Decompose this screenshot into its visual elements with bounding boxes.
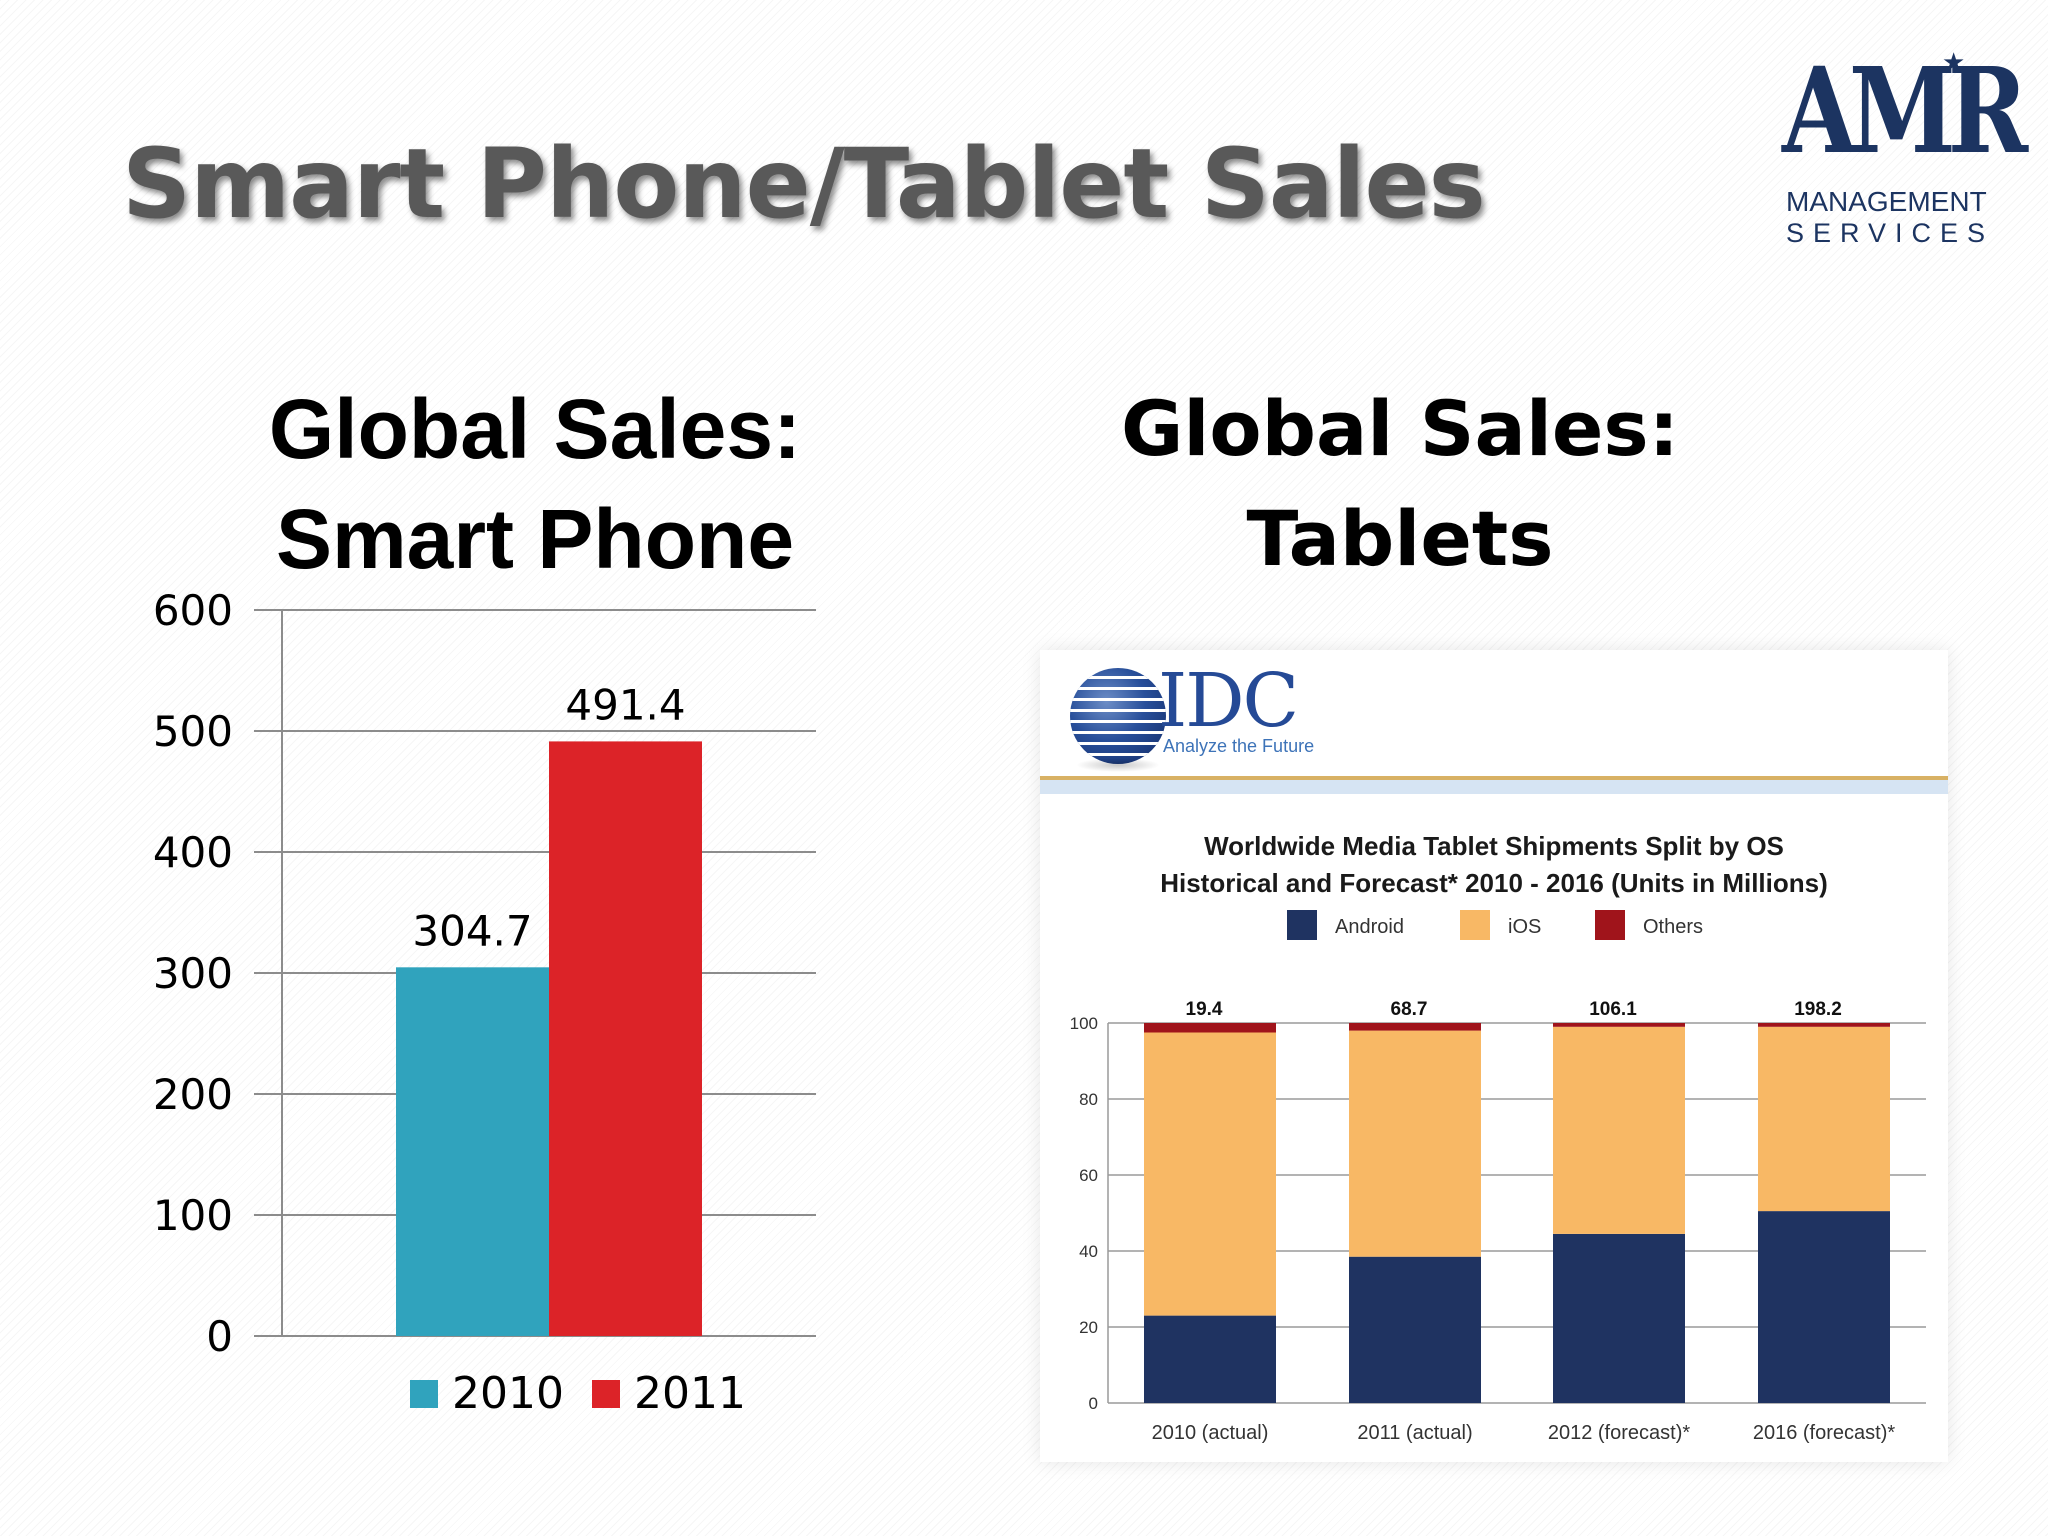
legend-label: 2011 xyxy=(634,1368,746,1419)
logo-line1: MANAGEMENT xyxy=(1786,186,1987,217)
x-tick-label: 2010 (actual) xyxy=(1152,1422,1269,1444)
amr-logo: AMR ★ MANAGEMENT SERVICES xyxy=(1782,41,2028,252)
data-label: 304.7 xyxy=(412,906,532,955)
x-tick-label: 2012 (forecast)* xyxy=(1548,1422,1691,1444)
idc-divider-gold xyxy=(1040,776,1948,780)
tablet-heading-line1: Global Sales: xyxy=(1120,384,1680,473)
legend-swatch-2011 xyxy=(592,1380,620,1408)
idc-wordmark: IDC xyxy=(1158,658,1299,744)
bar-segment-ios xyxy=(1553,1026,1685,1234)
bar-segment-others xyxy=(1144,1023,1276,1033)
bar-segment-android xyxy=(1349,1256,1481,1403)
y-tick-label: 80 xyxy=(1079,1090,1098,1109)
legend-swatch-android xyxy=(1287,910,1317,940)
smartphone-sales-chart: 0 100 200 300 400 500 600 304.7 491.4 2010 2011 xyxy=(153,586,816,1419)
bar-segment-android xyxy=(1553,1233,1685,1403)
bar-total-label: 198.2 xyxy=(1794,999,1842,1020)
y-tick-label: 60 xyxy=(1079,1166,1098,1185)
bar-segment-others xyxy=(1349,1023,1481,1031)
y-tick-label: 200 xyxy=(153,1070,233,1119)
y-tick-label: 100 xyxy=(1070,1014,1098,1033)
logo-star-icon: ★ xyxy=(1942,48,1966,78)
y-tick-label: 40 xyxy=(1079,1242,1098,1261)
y-tick-label: 500 xyxy=(153,707,233,756)
legend-label: 2010 xyxy=(452,1368,564,1419)
bar-segment-ios xyxy=(1144,1032,1276,1316)
bar-segment-others xyxy=(1758,1023,1890,1027)
idc-globe-icon xyxy=(1070,668,1166,764)
idc-chart-card: IDC Analyze the Future Worldwide Media T… xyxy=(1040,650,1948,1462)
legend-label: iOS xyxy=(1508,916,1541,938)
idc-chart-title: Worldwide Media Tablet Shipments Split b… xyxy=(1204,831,1784,861)
bar-total-label: 106.1 xyxy=(1589,999,1637,1020)
y-tick-label: 400 xyxy=(153,828,233,877)
bar-2010 xyxy=(396,967,549,1336)
bar-segment-android xyxy=(1758,1211,1890,1403)
data-label: 491.4 xyxy=(565,680,685,729)
y-tick-label: 300 xyxy=(153,949,233,998)
legend-label: Android xyxy=(1335,916,1404,938)
idc-divider-blue xyxy=(1040,780,1948,794)
y-tick-label: 600 xyxy=(153,586,233,635)
idc-chart-subtitle: Historical and Forecast* 2010 - 2016 (Un… xyxy=(1160,868,1828,898)
bar-segment-ios xyxy=(1349,1030,1481,1257)
bar-2011 xyxy=(549,741,702,1336)
bar-total-label: 68.7 xyxy=(1391,999,1428,1020)
tablet-shipments-chart: Worldwide Media Tablet Shipments Split b… xyxy=(1070,831,1926,1444)
tablet-heading-line2: Tablets xyxy=(1246,494,1554,583)
y-tick-label: 0 xyxy=(1089,1394,1098,1413)
bar-total-label: 19.4 xyxy=(1186,999,1223,1020)
legend-swatch-others xyxy=(1595,910,1625,940)
logo-wordmark: AMR xyxy=(1782,41,2028,180)
tablet-heading: Global Sales: Tablets xyxy=(1100,374,1700,594)
idc-tagline: Analyze the Future xyxy=(1163,736,1315,756)
y-tick-label: 20 xyxy=(1079,1318,1098,1337)
slide-title: Smart Phone/Tablet Sales xyxy=(122,128,1486,240)
x-tick-label: 2016 (forecast)* xyxy=(1753,1422,1896,1444)
smartphone-heading-line2: Smart Phone xyxy=(275,492,795,586)
logo-line2: SERVICES xyxy=(1786,218,1995,248)
bar-segment-android xyxy=(1144,1315,1276,1403)
bar-segment-others xyxy=(1553,1023,1685,1027)
x-tick-label: 2011 (actual) xyxy=(1357,1422,1472,1444)
legend-swatch-ios xyxy=(1460,910,1490,940)
bar-segment-ios xyxy=(1758,1026,1890,1212)
smartphone-heading-line1: Global Sales: xyxy=(268,382,802,476)
legend-label: Others xyxy=(1643,916,1703,938)
smartphone-heading: Global Sales: Smart Phone xyxy=(200,374,870,594)
y-tick-label: 0 xyxy=(206,1312,233,1361)
legend-swatch-2010 xyxy=(410,1380,438,1408)
idc-globe-shadow xyxy=(1076,758,1160,772)
y-tick-label: 100 xyxy=(153,1191,233,1240)
